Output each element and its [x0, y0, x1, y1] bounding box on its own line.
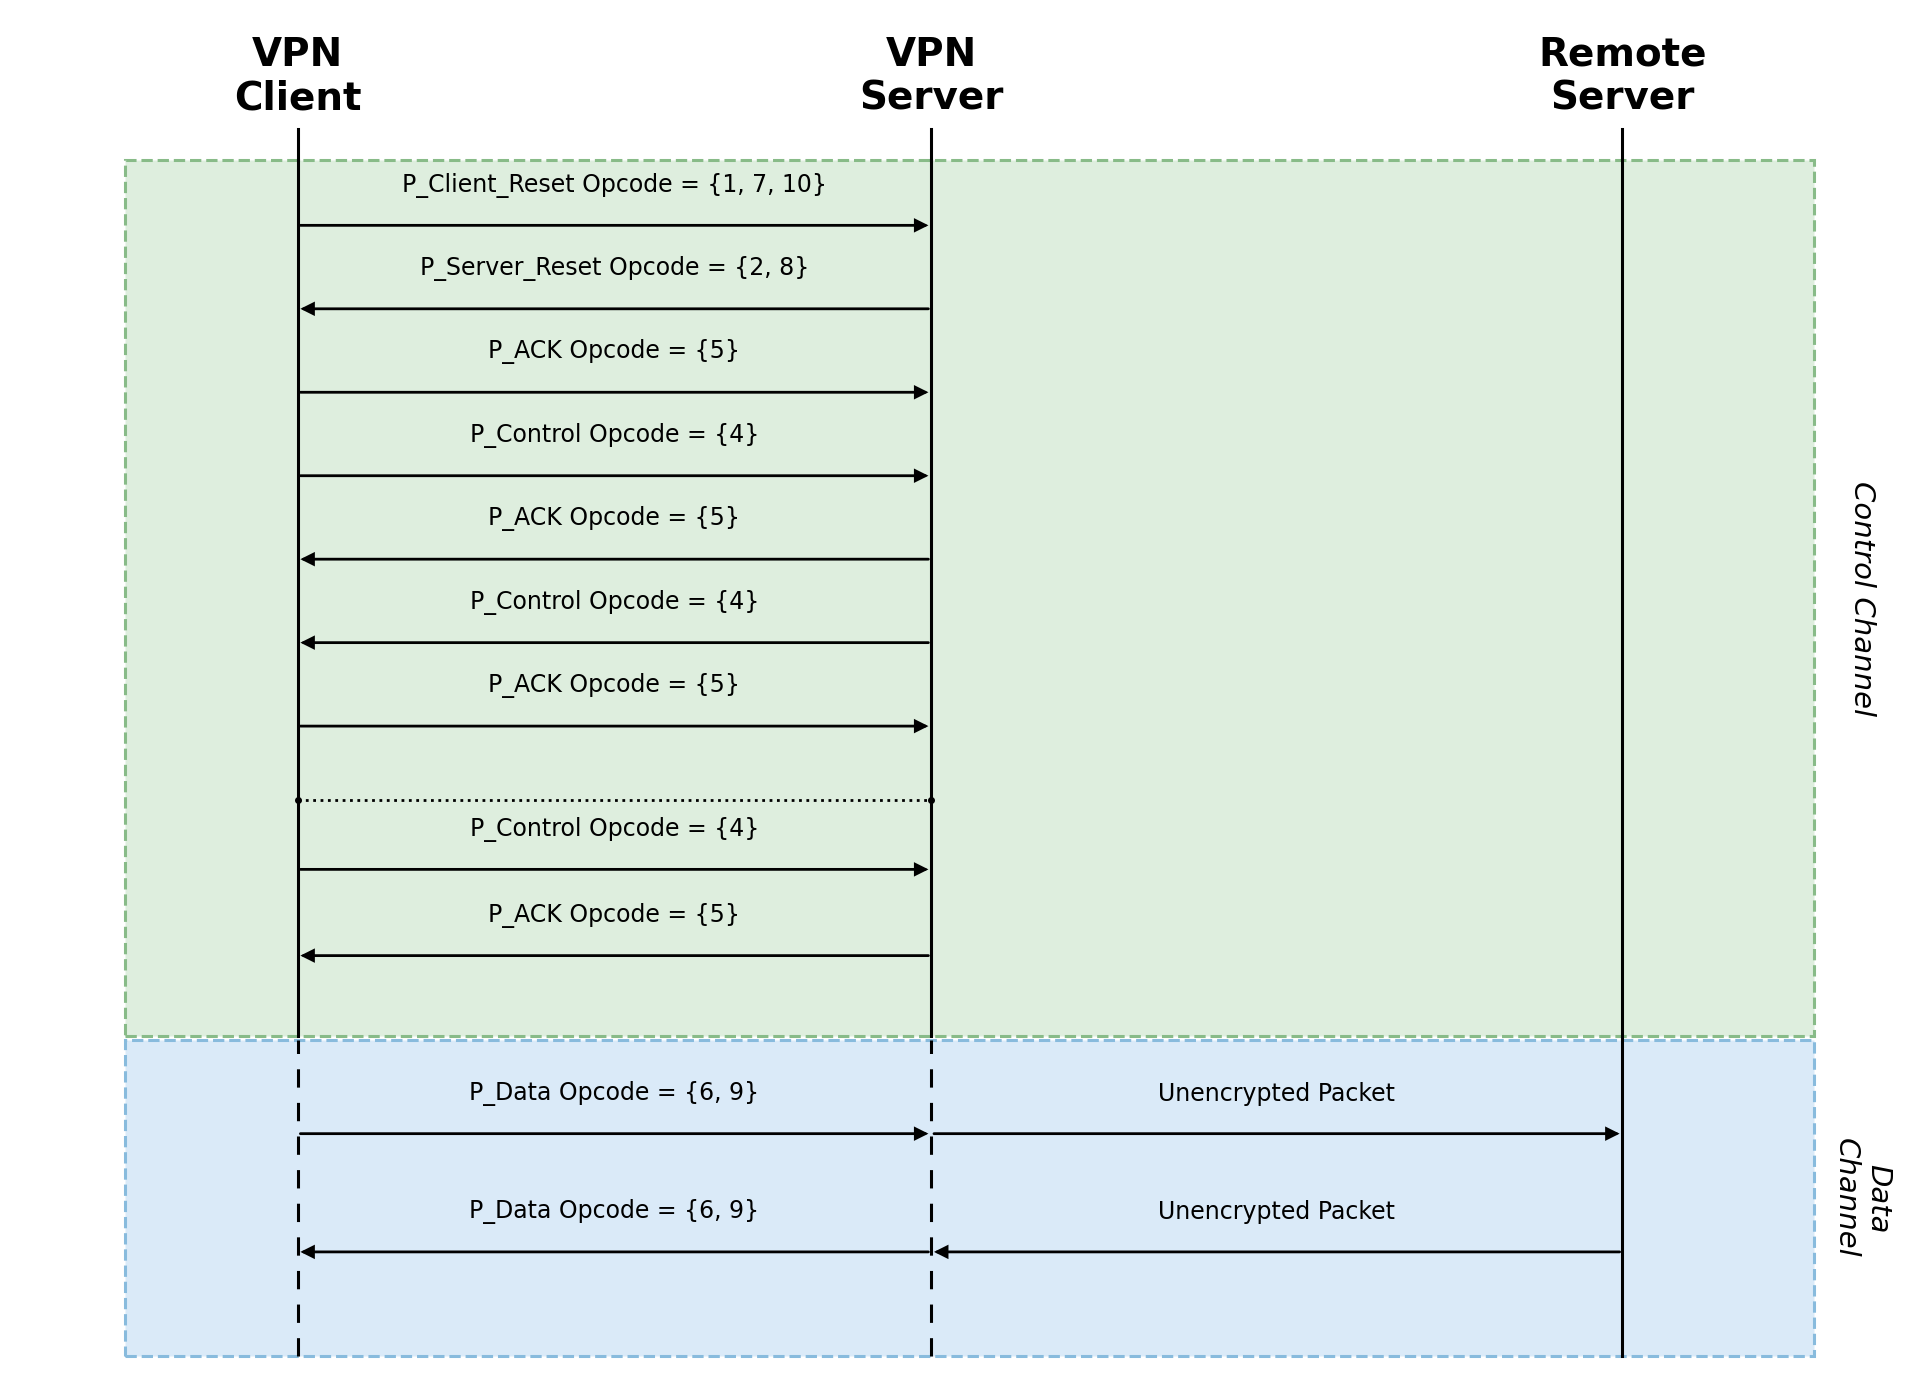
Text: P_ACK Opcode = {5}: P_ACK Opcode = {5} — [488, 339, 741, 364]
Text: P_ACK Opcode = {5}: P_ACK Opcode = {5} — [488, 506, 741, 531]
Text: VPN
Server: VPN Server — [858, 36, 1004, 117]
Text: P_ACK Opcode = {5}: P_ACK Opcode = {5} — [488, 903, 741, 928]
Text: P_Control Opcode = {4}: P_Control Opcode = {4} — [470, 817, 758, 842]
Text: P_Data Opcode = {6, 9}: P_Data Opcode = {6, 9} — [468, 1081, 760, 1106]
Text: Control Channel: Control Channel — [1849, 480, 1876, 716]
Bar — [125, 1040, 1814, 1356]
Text: P_Server_Reset Opcode = {2, 8}: P_Server_Reset Opcode = {2, 8} — [420, 256, 808, 281]
Text: P_Data Opcode = {6, 9}: P_Data Opcode = {6, 9} — [468, 1199, 760, 1224]
Text: P_Client_Reset Opcode = {1, 7, 10}: P_Client_Reset Opcode = {1, 7, 10} — [401, 172, 828, 198]
Bar — [125, 160, 1814, 1036]
Text: Remote
Server: Remote Server — [1538, 36, 1707, 117]
Text: VPN
Client: VPN Client — [234, 36, 361, 117]
Text: Unencrypted Packet: Unencrypted Packet — [1158, 1082, 1396, 1106]
Text: P_Control Opcode = {4}: P_Control Opcode = {4} — [470, 423, 758, 448]
Text: Data
Channel: Data Channel — [1832, 1138, 1893, 1259]
Text: P_Control Opcode = {4}: P_Control Opcode = {4} — [470, 590, 758, 615]
Text: P_ACK Opcode = {5}: P_ACK Opcode = {5} — [488, 673, 741, 698]
Text: Unencrypted Packet: Unencrypted Packet — [1158, 1200, 1396, 1224]
